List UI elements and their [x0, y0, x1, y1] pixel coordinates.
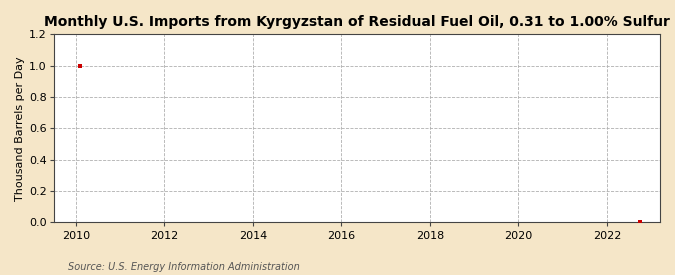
Y-axis label: Thousand Barrels per Day: Thousand Barrels per Day: [15, 56, 25, 201]
Text: Source: U.S. Energy Information Administration: Source: U.S. Energy Information Administ…: [68, 262, 299, 272]
Title: Monthly U.S. Imports from Kyrgyzstan of Residual Fuel Oil, 0.31 to 1.00% Sulfur: Monthly U.S. Imports from Kyrgyzstan of …: [44, 15, 670, 29]
